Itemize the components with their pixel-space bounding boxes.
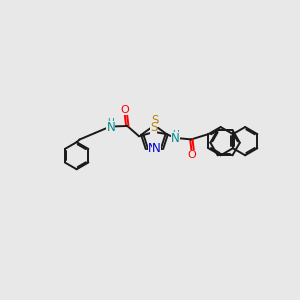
Text: O: O [120,105,129,115]
Text: S: S [150,121,158,134]
Text: S: S [151,114,159,127]
Text: N: N [106,121,115,134]
Text: N: N [171,132,180,145]
Text: O: O [187,150,196,160]
Text: N: N [148,142,157,154]
Text: H: H [107,118,114,127]
Text: N: N [152,142,161,154]
Text: H: H [172,130,178,139]
